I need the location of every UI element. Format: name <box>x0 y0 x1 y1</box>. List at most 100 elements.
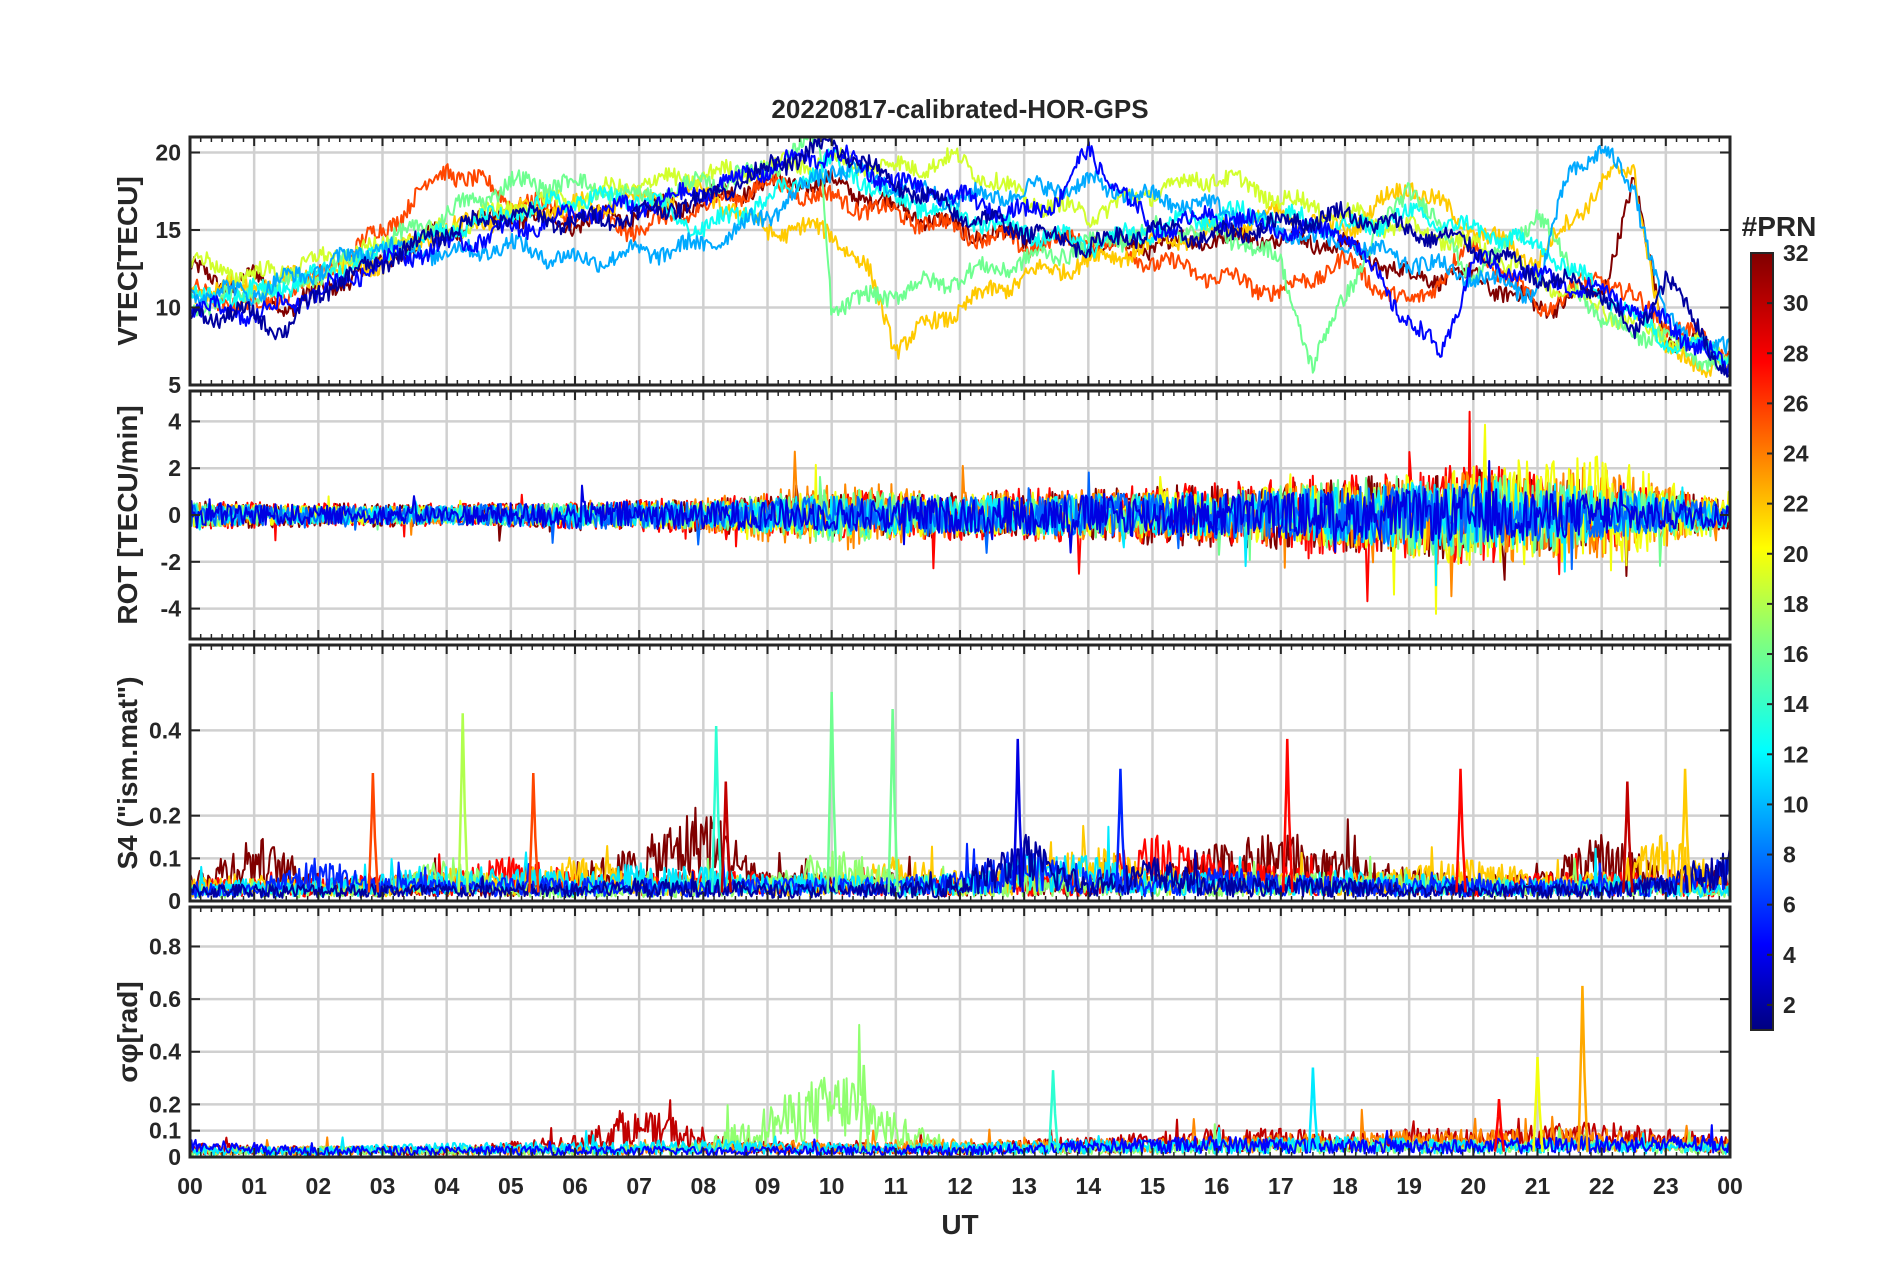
x-tick-label: 02 <box>306 1173 332 1199</box>
y-tick-label: 0 <box>168 888 181 914</box>
spike-prn-30 <box>720 781 733 893</box>
x-tick-label: 03 <box>370 1173 396 1199</box>
rot-axes-frame <box>188 389 1732 641</box>
x-tick-label: 22 <box>1589 1173 1615 1199</box>
y-tick-label: 4 <box>168 408 181 434</box>
series-line-prn-26 <box>190 163 1730 366</box>
y-tick-label: 0.1 <box>149 1118 181 1144</box>
x-tick-label: 16 <box>1204 1173 1230 1199</box>
x-tick-label: 21 <box>1525 1173 1551 1199</box>
colorbar-tick-label: 14 <box>1783 691 1809 717</box>
spike-prn-6 <box>1115 768 1127 893</box>
x-tick-label: 12 <box>947 1173 973 1199</box>
x-tick-label: 01 <box>241 1173 267 1199</box>
y-tick-label: -2 <box>161 549 181 575</box>
colorbar-tick-label: 20 <box>1783 541 1809 567</box>
series-line-prn-4 <box>190 460 1730 554</box>
series-line-prn-16 <box>190 137 1730 374</box>
colorbar-tick-label: 24 <box>1783 441 1809 467</box>
y-tick-label: 0 <box>168 1144 181 1170</box>
x-tick-label: 08 <box>691 1173 717 1199</box>
y-tick-label: 0.2 <box>149 803 181 829</box>
colorbar-tick-label: 32 <box>1783 240 1809 266</box>
x-tick-label: 23 <box>1653 1173 1679 1199</box>
x-axis-label: UT <box>941 1209 978 1240</box>
y-tick-label: 0.4 <box>149 1039 181 1065</box>
spike-prn-16 <box>887 708 899 893</box>
s4-ticks: 0 0.1 0.2 0.4 <box>149 645 1731 914</box>
sigma-phi-ticks: 00.10.2 0.4 0.6 0.8 <box>149 907 1731 1170</box>
y-tick-label: -4 <box>161 596 182 622</box>
x-tick-label: 06 <box>562 1173 588 1199</box>
series-line-prn-12 <box>190 1127 1730 1156</box>
x-tick-label: 07 <box>626 1173 652 1199</box>
x-tick-label: 04 <box>434 1173 460 1199</box>
s4-ylabel: S4 ("ism.mat") <box>112 676 143 869</box>
spike-prn-14 <box>710 726 723 893</box>
colorbar-label: #PRN <box>1742 211 1817 242</box>
spike-prn-18 <box>457 713 469 893</box>
y-tick-label: 2 <box>168 455 181 481</box>
spike-prn-20 <box>1532 1056 1544 1152</box>
x-tick-label: 00 <box>1717 1173 1743 1199</box>
x-tick-label: 19 <box>1396 1173 1422 1199</box>
y-tick-label: 0.8 <box>149 933 181 959</box>
y-tick-label: 0.4 <box>149 717 181 743</box>
colorbar-tick-label: 6 <box>1783 892 1796 918</box>
colorbar-tick-label: 22 <box>1783 491 1809 517</box>
colorbar-tick-label: 4 <box>1783 942 1796 968</box>
rot-ylabel: ROT [TECU/min] <box>112 405 143 624</box>
x-tick-label: 15 <box>1140 1173 1166 1199</box>
vtec-series <box>190 137 1730 379</box>
y-tick-label: 0.6 <box>149 986 181 1012</box>
s4-axes-frame <box>188 643 1732 903</box>
spike-prn-30 <box>1622 781 1634 893</box>
colorbar-tick-label: 30 <box>1783 290 1809 316</box>
x-tick-label: 20 <box>1461 1173 1487 1199</box>
spike-prn-28 <box>1493 1099 1506 1152</box>
colorbar-tick-label: 10 <box>1783 791 1809 817</box>
series-line-prn-2 <box>190 137 1730 379</box>
y-tick-label: 0 <box>168 502 181 528</box>
colorbar-tick-label: 2 <box>1783 992 1796 1018</box>
x-tick-label: 05 <box>498 1173 524 1199</box>
vtec-panel: 5 10 15 20 VTEC[TECU] <box>112 135 1732 398</box>
spike-prn-28 <box>1455 768 1467 893</box>
y-tick-label: 0.1 <box>149 845 181 871</box>
colorbar-tick-label: 18 <box>1783 591 1809 617</box>
spike-prn-26 <box>528 772 540 893</box>
spike-prn-17 <box>858 1064 870 1152</box>
spike-prn-14 <box>1047 1070 1060 1152</box>
x-tick-label: 11 <box>884 1173 909 1199</box>
rot-panel: -4 -2 0 2 4 ROT [TECU/min] <box>112 389 1732 641</box>
y-tick-label: 20 <box>155 140 181 166</box>
x-tick-label: 10 <box>819 1173 845 1199</box>
spike-prn-16 <box>826 691 838 893</box>
x-tick-label: 14 <box>1076 1173 1102 1199</box>
colorbar-tick-label: 16 <box>1783 641 1809 667</box>
spike-prn-22 <box>1679 768 1692 893</box>
colorbar-tick-label: 26 <box>1783 390 1809 416</box>
series-line-prn-5 <box>190 141 1730 376</box>
y-tick-label: 0.2 <box>149 1091 181 1117</box>
y-tick-label: 15 <box>155 217 181 243</box>
x-tick-label: 00 <box>177 1173 203 1199</box>
vtec-ylabel: VTEC[TECU] <box>112 176 143 346</box>
y-tick-label: 10 <box>155 295 181 321</box>
x-tick-label: 13 <box>1011 1173 1037 1199</box>
spike-prn-23 <box>1577 985 1589 1152</box>
vtec-axes-frame <box>188 135 1732 387</box>
spike-prn-12 <box>1307 1067 1320 1152</box>
rot-series <box>190 410 1730 615</box>
sigma-phi-panel: 00.10.2 0.4 0.6 0.8 σφ[rad] <box>112 905 1732 1170</box>
spike-prn-28 <box>1282 738 1294 893</box>
x-tick-label: 17 <box>1268 1173 1294 1199</box>
colorbar-tick-label: 8 <box>1783 842 1796 868</box>
colorbar-gradient <box>1750 252 1774 1031</box>
colorbar-tick-label: 12 <box>1783 741 1809 767</box>
x-tick-label: 09 <box>755 1173 781 1199</box>
y-tick-label: 5 <box>168 372 181 398</box>
